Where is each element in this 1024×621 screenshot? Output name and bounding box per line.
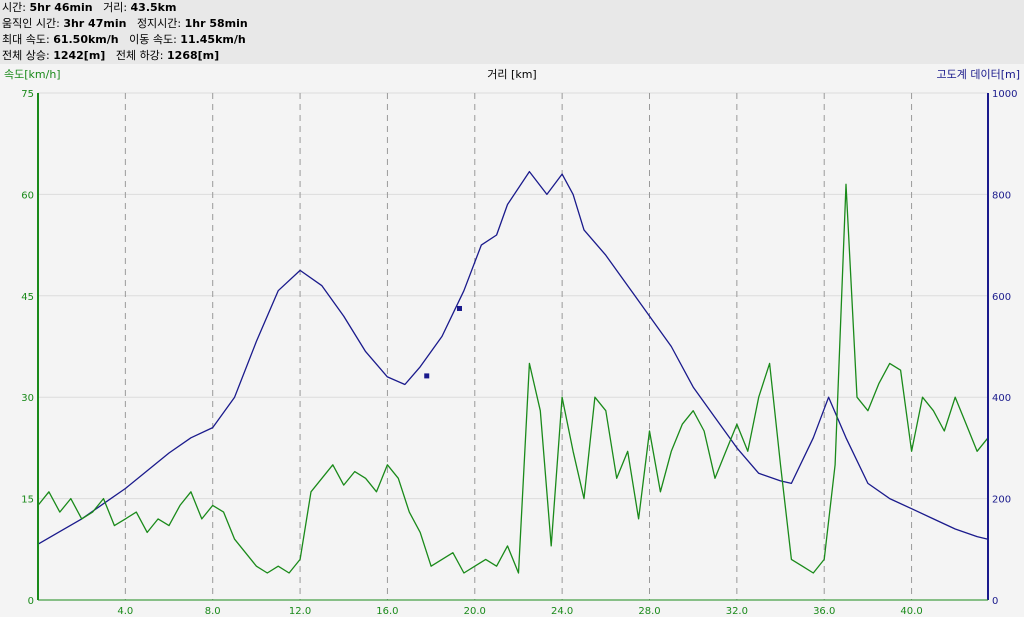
right-tick-label: 600 (992, 292, 1011, 303)
total-descent-label: 전체 하강: (115, 49, 164, 62)
x-axis-title: 거리 [km] (487, 68, 536, 81)
stats-line-3: 최대 속도: 61.50km/h 이동 속도: 11.45km/h (2, 32, 246, 48)
right-tick-label: 0 (992, 596, 998, 607)
x-tick-label: 36.0 (813, 606, 835, 617)
left-tick-label: 30 (21, 393, 34, 404)
x-tick-label: 20.0 (464, 606, 486, 617)
chart-area[interactable]: 속도[km/h] 거리 [km] 고도계 데이터[m] 4.0 8.0 12.0 16… (0, 64, 1024, 617)
time-value: 5hr 46min (29, 1, 93, 14)
max-speed-label: 최대 속도: (2, 33, 50, 46)
moving-time-label: 움직인 시간: (2, 17, 60, 30)
stats-panel: 시간: 5hr 46min 거리: 43.5km 움직인 시간: 3hr 47m… (0, 0, 1024, 64)
elevation-line (37, 170, 989, 545)
left-tick-label: 75 (21, 89, 34, 100)
right-tick-label: 800 (992, 190, 1011, 201)
total-ascent-value: 1242[m] (53, 49, 106, 62)
x-tick-label: 40.0 (900, 606, 922, 617)
axes: 4.0 8.0 12.0 16.0 20.0 24.0 28.0 32.0 36.0 40.0 0 1… (21, 89, 1017, 617)
elevation-marker (456, 305, 462, 311)
x-tick-label: 24.0 (551, 606, 573, 617)
total-descent-value: 1268[m] (167, 49, 220, 62)
moving-time-value: 3hr 47min (63, 17, 127, 30)
stats-line-1: 시간: 5hr 46min 거리: 43.5km (2, 0, 176, 16)
x-tick-label: 32.0 (726, 606, 748, 617)
left-tick-label: 60 (21, 190, 34, 201)
speed-line (37, 183, 989, 574)
total-ascent-label: 전체 상승: (2, 49, 50, 62)
right-axis-title: 고도계 데이터[m] (936, 68, 1020, 81)
chart-svg[interactable]: 속도[km/h] 거리 [km] 고도계 데이터[m] 4.0 8.0 12.0 16… (0, 64, 1024, 617)
right-tick-label: 1000 (992, 89, 1017, 100)
x-tick-label: 12.0 (289, 606, 311, 617)
x-tick-label: 28.0 (638, 606, 660, 617)
stats-line-2: 움직인 시간: 3hr 47min 정지시간: 1hr 58min (2, 16, 248, 32)
stopped-time-label: 정지시간: (136, 17, 182, 30)
stats-line-4: 전체 상승: 1242[m] 전체 하강: 1268[m] (2, 48, 219, 64)
x-tick-label: 8.0 (205, 606, 221, 617)
moving-speed-label: 이동 속도: (129, 33, 177, 46)
x-tick-label: 4.0 (117, 606, 133, 617)
left-tick-label: 0 (28, 596, 34, 607)
left-tick-label: 45 (21, 292, 34, 303)
max-speed-value: 61.50km/h (53, 33, 119, 46)
left-axis-title: 속도[km/h] (4, 68, 61, 81)
grid (38, 92, 988, 601)
x-tick-label: 16.0 (376, 606, 398, 617)
time-label: 시간: (2, 1, 26, 14)
stopped-time-value: 1hr 58min (184, 17, 248, 30)
plot-series (37, 170, 989, 574)
distance-label: 거리: (103, 1, 128, 14)
right-tick-label: 400 (992, 393, 1011, 404)
elevation-marker (424, 373, 430, 379)
right-tick-label: 200 (992, 495, 1011, 506)
left-tick-label: 15 (21, 495, 34, 506)
moving-speed-value: 11.45km/h (180, 33, 246, 46)
distance-value: 43.5km (130, 1, 177, 14)
